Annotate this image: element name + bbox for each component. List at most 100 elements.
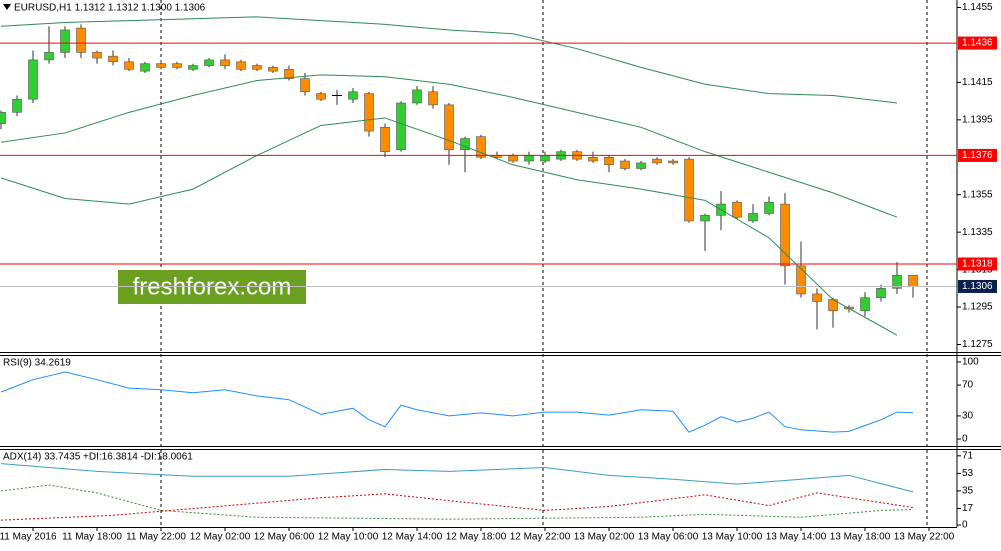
x-tick-label: 11 May 22:00 [126,532,186,543]
x-tick-label: 12 May 06:00 [254,532,315,543]
candle-body [860,297,870,312]
x-tick-label: 12 May 22:00 [510,532,571,543]
candle-body [44,52,54,61]
candle-body [620,160,630,169]
candle-body [236,61,246,70]
indicator-line [0,117,898,336]
candle-body [668,160,678,164]
indicator-line [0,74,898,218]
x-tick-label: 13 May 06:00 [638,532,699,543]
candle-body [268,67,278,72]
y-tick-label: 1.1455 [962,2,993,13]
y-tick-label: 71 [962,450,974,461]
candle-body [364,93,374,132]
level-label-box [958,257,997,271]
candle-body [524,155,534,162]
candle-body [876,288,886,299]
candle-body [604,156,614,166]
candle-body [60,29,70,53]
panel-title: RSI(9) 34.2619 [3,358,71,369]
x-tick-label: 11 May 2016 [0,532,57,543]
candle-body [316,93,326,100]
level-label: 1.1318 [962,259,993,270]
candle-body [540,155,550,162]
y-tick-label: 1.1275 [962,339,993,350]
candle-body [892,274,902,289]
x-tick-label: 12 May 10:00 [318,532,379,543]
candle-body [812,293,822,302]
last-price-box [958,279,997,293]
y-tick-label: 1.1335 [962,227,993,238]
candle-body [300,78,310,93]
candle-body [908,274,918,287]
level-label-box [958,36,997,50]
y-tick-label: 100 [962,357,979,368]
candle-body [92,52,102,59]
y-tick-label: 1.1395 [962,114,993,125]
candle-body [76,27,86,53]
marks [0,16,957,521]
candle-body [172,63,182,68]
y-tick-label: 70 [962,380,974,391]
y-tick-label: 1.1415 [962,77,993,88]
candle-body [380,127,390,152]
y-tick-label: 1.1295 [962,302,993,313]
x-tick-label: 12 May 14:00 [382,532,443,543]
candle-body [284,68,294,79]
indicator-line [0,16,898,104]
level-label-box [958,148,997,162]
candle-body [508,155,518,162]
y-tick-label: 30 [962,411,974,422]
candle-body [140,63,150,72]
candle-body [732,201,742,218]
candle-body [700,215,710,222]
x-tick-label: 11 May 18:00 [62,532,122,543]
candle-body [108,55,118,63]
candle-body [764,201,774,214]
candle-body [684,158,694,222]
candle-body [412,89,422,104]
panel-title: EURUSD,H1 1.1312 1.1312 1.1300 1.1306 [14,3,206,14]
candle-body [428,91,438,106]
y-tick-label: 53 [962,468,974,479]
level-label: 1.1376 [962,150,993,161]
candle-body [460,138,470,151]
x-tick-label: 12 May 02:00 [190,532,251,543]
candle-body [588,156,598,162]
x-tick-label: 13 May 14:00 [766,532,827,543]
x-tick-label: 13 May 18:00 [830,532,891,543]
candle-body [28,59,38,100]
y-tick-label: 1.1355 [962,189,993,200]
candle-body [156,63,166,68]
candle-body [444,104,454,151]
y-tick-label: 0 [962,434,968,445]
candle-body [252,65,262,70]
candle-body [204,59,214,66]
candle-body [652,158,662,164]
candle-body [12,98,22,113]
level-label: 1.1436 [962,38,993,49]
last-price-label: 1.1306 [962,281,993,292]
indicator-line [0,463,914,493]
watermark-box [118,270,306,304]
x-tick-label: 13 May 22:00 [894,532,955,543]
candle-body [348,91,358,100]
candle-body [636,162,646,169]
indicator-line [0,484,914,520]
collapse-icon [3,4,11,10]
y-tick-label: 0 [962,520,968,531]
candle-body [0,112,6,124]
panel-title: ADX(14) 33.7435 +DI:16.3814 -DI:18.0061 [3,452,193,463]
indicator-line [0,371,914,433]
y-tick-label: 35 [962,486,974,497]
candle-body [748,213,758,222]
candle-body [188,65,198,70]
candle-body [780,203,790,267]
candle-body [396,102,406,151]
candle-body [220,59,230,66]
candle-body [124,61,134,70]
x-tick-label: 12 May 18:00 [446,532,507,543]
candle-body [476,136,486,158]
x-tick-label: 13 May 02:00 [574,532,635,543]
